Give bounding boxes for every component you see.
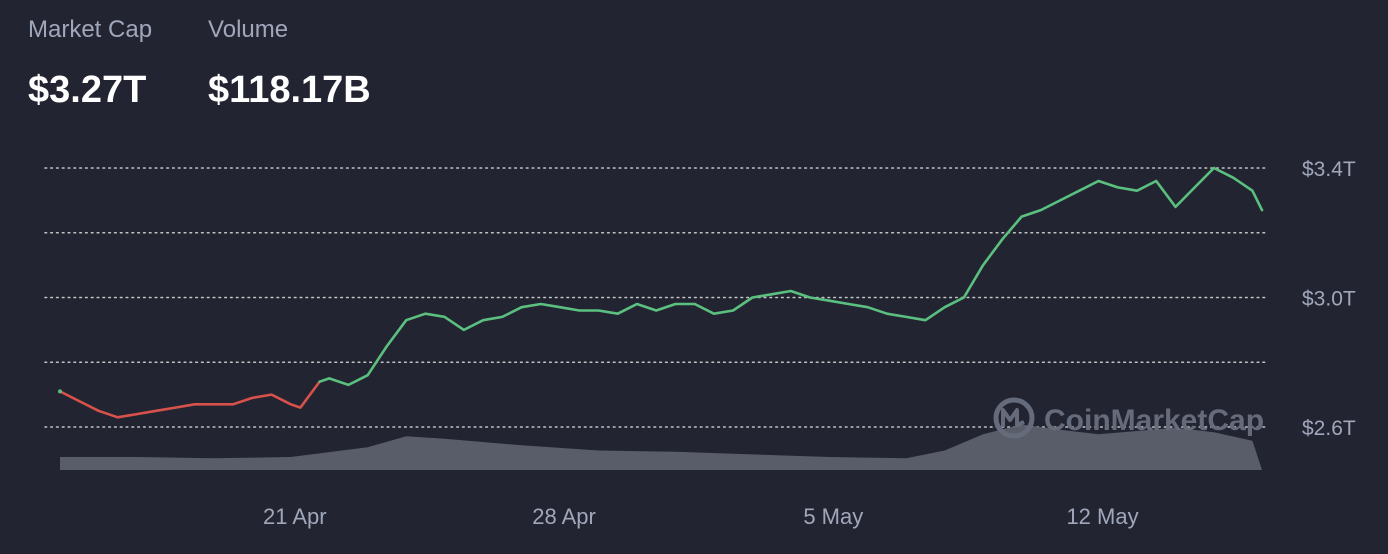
- grid-layer: [44, 167, 1269, 428]
- market-cap-label: Market Cap: [28, 16, 153, 43]
- y-tick-label: $3.4T: [1302, 158, 1356, 181]
- line-layer: [58, 166, 1264, 419]
- x-tick-label: 21 Apr: [263, 504, 327, 529]
- y-axis-labels: $3.4T $3.0T $2.6T: [1302, 158, 1356, 440]
- market-cap-line-up: [318, 166, 1264, 387]
- x-tick-label: 28 Apr: [532, 504, 596, 529]
- volume-value: $118.17B: [208, 69, 371, 111]
- market-cap-stat: Market Cap $3.27T: [28, 14, 152, 114]
- y-tick-label: $2.6T: [1302, 417, 1356, 440]
- x-tick-label: 12 May: [1066, 504, 1138, 529]
- market-cap-line-down: [58, 380, 321, 419]
- volume-area: [60, 424, 1262, 470]
- volume-label: Volume: [208, 16, 289, 43]
- market-cap-value: $3.27T: [28, 69, 147, 111]
- line-start-point: [58, 389, 62, 394]
- watermark-text: CoinMarketCap: [1044, 404, 1264, 437]
- y-tick-label: $3.0T: [1302, 288, 1356, 311]
- stats-row: Market Cap $3.27T Volume $118.17B: [28, 14, 371, 114]
- x-axis-labels: 21 Apr 28 Apr 5 May 12 May: [263, 504, 1139, 529]
- volume-layer: [60, 424, 1262, 470]
- volume-stat: Volume $118.17B: [208, 14, 371, 114]
- x-tick-label: 5 May: [803, 504, 863, 529]
- coinmarketcap-logo-icon: [993, 397, 1035, 439]
- watermark: CoinMarketCap: [993, 397, 1264, 439]
